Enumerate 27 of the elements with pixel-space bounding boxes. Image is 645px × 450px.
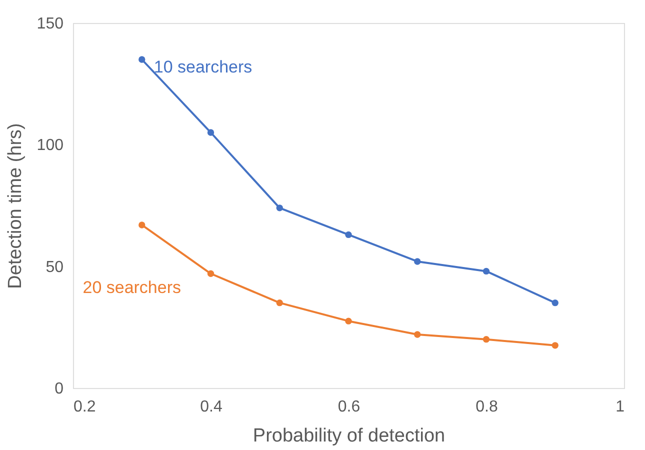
x-tick-label: 0.4 — [200, 398, 222, 416]
point — [414, 331, 421, 338]
point — [138, 56, 146, 63]
y-tick-label: 100 — [36, 137, 64, 154]
point — [482, 336, 490, 343]
x-tick-label: 0.2 — [74, 398, 96, 416]
series-label: 20 searchers — [82, 278, 182, 297]
point — [552, 342, 558, 349]
point — [345, 318, 352, 324]
y-tick-label: 50 — [46, 258, 64, 276]
point — [552, 299, 558, 306]
point — [276, 299, 283, 306]
point — [414, 258, 421, 265]
y-tick-label: 150 — [36, 16, 64, 32]
x-tick-label: 0.8 — [476, 398, 498, 416]
point — [138, 222, 146, 228]
point — [276, 204, 283, 212]
x-axis-title: Probability of detection — [252, 426, 446, 446]
y-axis-title: Detection time (hrs) — [4, 123, 26, 289]
point — [207, 129, 214, 136]
x-tick-label: 0.6 — [338, 398, 360, 416]
point — [207, 270, 214, 277]
x-tick-label: 1 — [616, 398, 625, 416]
point — [482, 268, 490, 275]
series-label: 10 searchers — [154, 58, 252, 76]
y-tick-label: 0 — [54, 380, 64, 398]
point — [345, 231, 352, 238]
